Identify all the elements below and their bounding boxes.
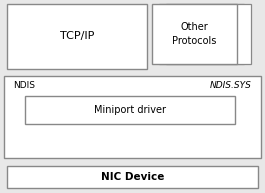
Text: Other
Protocols: Other Protocols: [172, 22, 217, 46]
Bar: [7, 166, 258, 188]
Bar: [159, 4, 244, 64]
Bar: [25, 96, 235, 124]
Text: TCP/IP: TCP/IP: [60, 31, 94, 41]
Text: NDIS: NDIS: [13, 81, 35, 91]
Bar: [4, 76, 261, 158]
Bar: [7, 4, 147, 69]
Text: NIC Device: NIC Device: [101, 172, 164, 182]
Bar: [166, 4, 251, 64]
Text: NDIS.SYS: NDIS.SYS: [210, 81, 252, 91]
Text: Miniport driver: Miniport driver: [94, 105, 166, 115]
Bar: [152, 4, 237, 64]
